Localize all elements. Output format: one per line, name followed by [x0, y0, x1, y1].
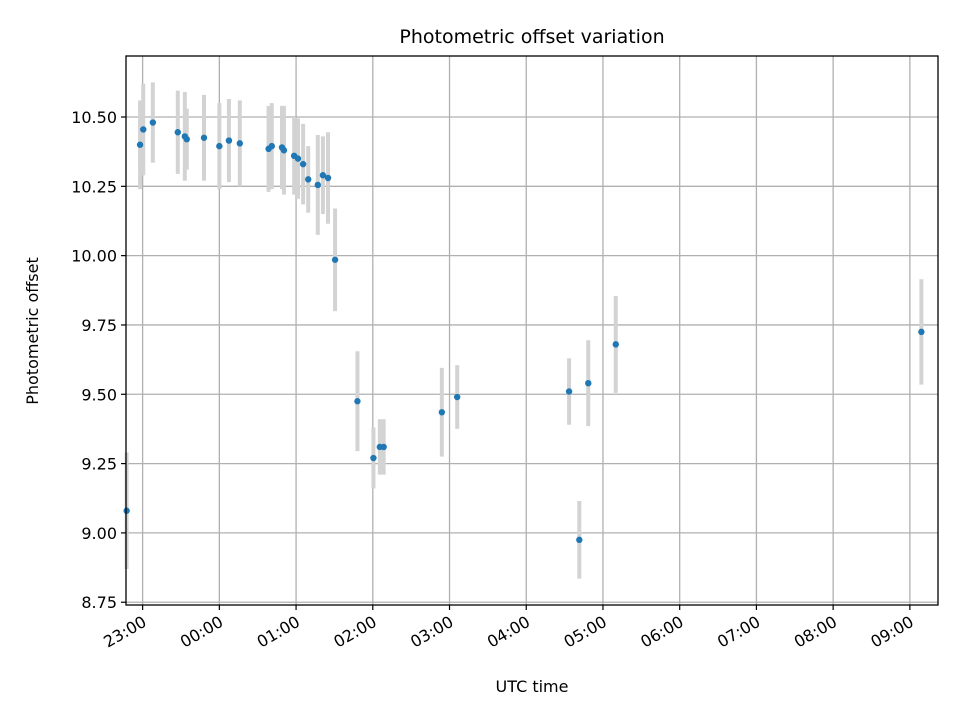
x-tick-label: 07:00 [714, 612, 763, 652]
data-point [280, 147, 288, 154]
data-point [324, 174, 332, 182]
data-point [225, 137, 233, 144]
data-point [453, 393, 461, 401]
data-point [314, 181, 322, 189]
x-tick-label: 04:00 [484, 612, 533, 652]
data-point [149, 119, 157, 126]
chart-title: Photometric offset variation [399, 26, 664, 48]
data-point [331, 256, 339, 263]
x-tick-label: 09:00 [867, 612, 916, 652]
y-tick-label: 10.25 [71, 177, 117, 196]
y-tick-label: 9.50 [81, 385, 117, 404]
data-points [123, 119, 925, 544]
x-tick-label: 23:00 [100, 612, 149, 652]
data-point [136, 141, 144, 148]
data-point [305, 176, 312, 183]
y-tick-label: 9.75 [81, 316, 117, 335]
x-tick-label: 05:00 [561, 612, 610, 652]
x-tick-label: 01:00 [254, 612, 303, 652]
x-tick-label: 00:00 [177, 612, 226, 652]
data-point [174, 129, 181, 136]
data-point [370, 454, 377, 462]
data-point [585, 379, 592, 387]
data-point [294, 155, 302, 162]
x-tick-label: 03:00 [407, 612, 456, 652]
data-point [299, 160, 307, 168]
plot-frame [125, 55, 939, 606]
axis-ticks: 23:00 00:00 01:00 02:00 03:00 04:00 05:00 06:00… [71, 108, 917, 652]
y-tick-label: 8.75 [81, 593, 117, 612]
data-point [565, 388, 573, 395]
y-tick-label: 9.25 [81, 455, 117, 474]
data-point [380, 443, 387, 451]
data-point [236, 140, 244, 147]
x-axis-label: UTC time [496, 677, 569, 696]
y-tick-label: 10.50 [71, 108, 117, 127]
x-tick-label: 06:00 [637, 612, 686, 652]
data-point [216, 142, 223, 150]
data-point [918, 328, 925, 336]
data-point [200, 134, 208, 141]
error-bars [124, 82, 924, 579]
data-point [576, 536, 583, 544]
data-point [183, 135, 190, 143]
data-point [268, 142, 275, 150]
data-point [319, 172, 327, 179]
y-tick-label: 9.00 [81, 524, 117, 543]
y-axis-label: Photometric offset [23, 257, 42, 405]
data-point [612, 341, 619, 348]
data-point [140, 126, 147, 133]
y-tick-label: 10.00 [71, 247, 117, 266]
grid [126, 56, 938, 605]
data-point [354, 398, 361, 405]
x-tick-label: 08:00 [791, 612, 840, 652]
data-point [438, 409, 446, 416]
x-tick-label: 02:00 [330, 612, 379, 652]
